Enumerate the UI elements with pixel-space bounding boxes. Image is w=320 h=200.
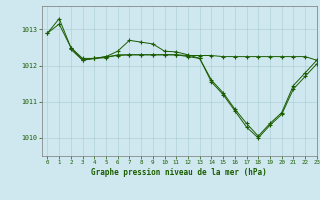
X-axis label: Graphe pression niveau de la mer (hPa): Graphe pression niveau de la mer (hPa) (91, 168, 267, 177)
